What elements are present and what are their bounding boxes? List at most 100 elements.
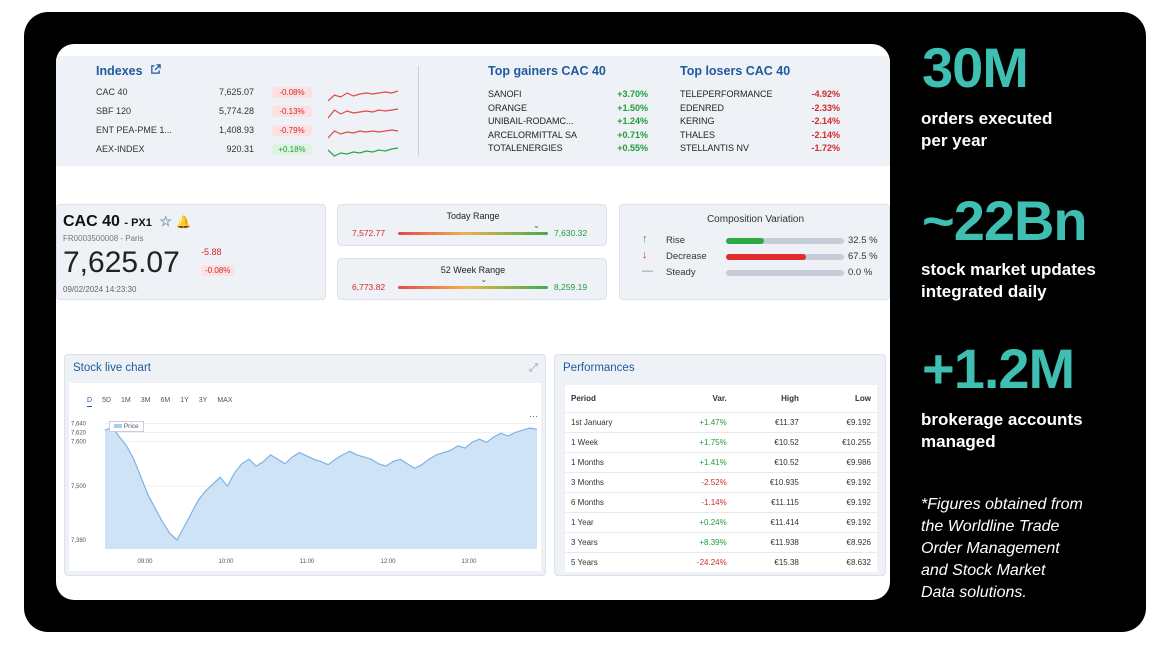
index-name: ENT PEA-PME 1... (96, 125, 172, 135)
index-value: 1,408.93 (218, 125, 254, 135)
chart-legend: Price (109, 421, 144, 432)
high-cell: €11.938 (732, 532, 805, 553)
period-cell: 6 Months (565, 492, 660, 513)
sparkline-line (328, 108, 398, 119)
composition-bar-fill (726, 238, 765, 244)
mover-name: TELEPERFORMANCE (680, 89, 773, 99)
tab-3m[interactable]: 3M (140, 397, 151, 404)
week52-range-title: 52 Week Range (440, 265, 506, 275)
mover-row[interactable]: TELEPERFORMANCE -4.92% (680, 89, 850, 102)
indexes-title[interactable]: Indexes (96, 64, 161, 78)
tab-1m[interactable]: 1M (121, 397, 131, 404)
stat-orders-label: orders executed per year (921, 109, 1053, 150)
index-value: 920.31 (226, 144, 254, 154)
bell-icon[interactable]: 🔔 (176, 215, 192, 229)
low-cell: €9.192 (804, 412, 877, 433)
high-cell: €10.52 (732, 432, 805, 453)
tab-5d[interactable]: 5D (102, 397, 112, 404)
index-change: -0.13% (272, 106, 312, 117)
chart-area: D 5D 1M 3M 6M 1Y 3Y MAX ⋯ 7,380 7,500 7,600 7,620 7… (69, 383, 541, 571)
var-cell: -24.24% (659, 552, 733, 572)
quote-card: CAC 40 - PX1 ☆ 🔔 FR0003500008 - Paris 7,… (56, 204, 326, 300)
x-tick-label: 11:00 (300, 559, 315, 565)
table-row: 1 Week +1.75% €10.52 €10.255 (565, 432, 877, 453)
mover-row[interactable]: SANOFI +3.70% (488, 89, 658, 102)
expand-icon[interactable]: ⤢ (529, 362, 538, 374)
tab-6m[interactable]: 6M (160, 397, 171, 404)
mover-name: THALES (680, 129, 716, 140)
mover-name: TOTALENERGIES (488, 143, 563, 154)
index-row[interactable]: ENT PEA-PME 1... 1,408.93 -0.79% (96, 125, 426, 141)
mover-name: ORANGE (488, 102, 528, 113)
sparkline-line (328, 90, 398, 101)
index-row[interactable]: CAC 40 7,625.07 -0.08% (96, 87, 426, 103)
week52-range-card: 52 Week Range 6,773.82 ⌄ 8,259.19 (337, 258, 607, 300)
x-tick-label: 09:00 (137, 559, 153, 565)
period-cell: 5 Years (565, 552, 660, 572)
tab-1y[interactable]: 1Y (180, 397, 189, 404)
stat-accounts-label: brokerage accounts managed (921, 410, 1083, 451)
low-cell: €9.192 (804, 472, 877, 493)
mover-row[interactable]: ORANGE +1.50% (488, 103, 658, 116)
mover-change: +1.50% (617, 102, 648, 113)
composition-bar-track (726, 270, 844, 276)
market-overview-strip: Indexes CAC 40 7,625.07 -0.08% SBF 120 5,774… (56, 56, 890, 166)
mover-row[interactable]: KERING -2.14% (680, 116, 850, 129)
week52-range-low: 6,773.82 (352, 282, 386, 292)
mover-name: STELLANTIS NV (680, 143, 750, 154)
top-losers-title: Top losers CAC 40 (680, 64, 791, 78)
mover-name: SANOFI (488, 89, 522, 99)
composition-decrease-arrow-icon: ↓ (642, 249, 648, 261)
mover-row[interactable]: STELLANTIS NV -1.72% (680, 143, 850, 156)
high-cell: €11.115 (732, 492, 805, 513)
mover-row[interactable]: THALES -2.14% (680, 130, 850, 143)
low-cell: €10.255 (804, 432, 877, 453)
tab-d[interactable]: D (87, 397, 93, 407)
index-change: +0.18% (272, 144, 312, 155)
star-icon[interactable]: ☆ (159, 213, 172, 229)
composition-card: Composition Variation ↑ Rise 32.5 % ↓ Decrea… (619, 204, 890, 300)
table-row: 3 Years +8.39% €11.938 €8.926 (565, 532, 877, 553)
quote-title: CAC 40 - PX1 ☆ 🔔 (63, 213, 192, 230)
table-row: 1 Months +1.41% €10.52 €9.986 (565, 452, 877, 473)
tab-max[interactable]: MAX (217, 397, 233, 404)
period-cell: 1 Year (565, 512, 660, 533)
table-row: 5 Years -24.24% €15.38 €8.632 (565, 552, 877, 572)
composition-title: Composition Variation (706, 214, 805, 225)
table-row: 6 Months -1.14% €11.115 €9.192 (565, 492, 877, 513)
column-header: Var. (712, 394, 727, 403)
tab-3y[interactable]: 3Y (198, 397, 208, 404)
composition-pct: 67.5 % (848, 251, 878, 262)
mover-row[interactable]: TOTALENERGIES +0.55% (488, 143, 658, 156)
more-options-icon[interactable]: ⋯ (529, 411, 538, 421)
index-row[interactable]: AEX-INDEX 920.31 +0.18% (96, 144, 426, 160)
index-value: 5,774.28 (218, 106, 254, 116)
today-range-marker-icon: ⌄ (533, 221, 540, 230)
high-cell: €10.52 (732, 452, 805, 473)
low-cell: €9.986 (804, 452, 877, 473)
period-cell: 1 Week (565, 432, 660, 453)
composition-bar-track (726, 254, 844, 260)
index-row[interactable]: SBF 120 5,774.28 -0.13% (96, 106, 426, 122)
y-tick-label: 7,380 (71, 538, 87, 544)
price-area-chart: 7,380 7,500 7,600 7,620 7,640 09:00 10:00 11:00… (71, 421, 538, 565)
stat-updates-label: stock market updates integrated daily (921, 260, 1096, 301)
index-name: SBF 120 (96, 106, 132, 116)
timeframe-tabs: D 5D 1M 3M 6M 1Y 3Y MAX (87, 389, 243, 407)
mover-row[interactable]: EDENRED -2.33% (680, 103, 850, 116)
divider (418, 66, 419, 156)
index-name: CAC 40 (96, 87, 128, 97)
x-tick-label: 10:00 (218, 559, 234, 565)
var-cell: +1.47% (659, 412, 733, 433)
today-range-card: Today Range 7,572.77 ⌄ 7,630.32 (337, 204, 607, 246)
week52-range-high: 8,259.19 (554, 282, 588, 292)
index-change: -0.79% (272, 125, 312, 136)
today-range-title: Today Range (446, 211, 500, 221)
external-link-icon[interactable] (150, 64, 161, 78)
mover-row[interactable]: UNIBAIL-RODAMC... +1.24% (488, 116, 658, 129)
mover-row[interactable]: ARCELORMITTAL SA +0.71% (488, 130, 658, 143)
sparkline-line (328, 129, 398, 139)
stat-accounts-value: +1.2M (922, 337, 1075, 400)
var-cell: +0.24% (659, 512, 733, 533)
index-value: 7,625.07 (218, 87, 254, 97)
